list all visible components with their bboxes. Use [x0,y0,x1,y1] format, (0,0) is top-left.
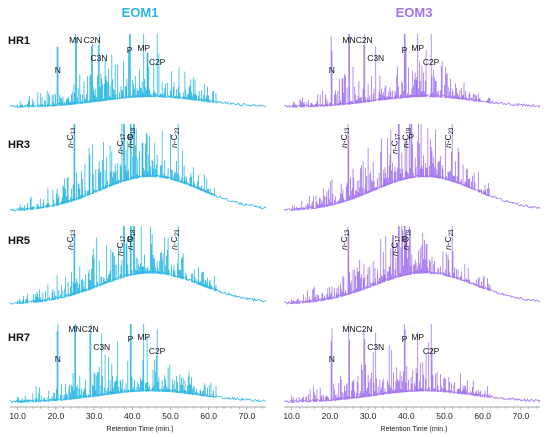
row-label-hr7: HR7 [8,332,30,344]
peak-label: C2N [356,324,373,334]
peak-label: n-C13 [65,229,77,250]
x-tick-label: 40.0 [124,411,141,421]
peak-label: P [402,334,408,344]
peak-label: N [329,65,335,75]
x-axis-title-right: Retention Time (min.) [381,426,448,433]
x-tick-label: 20.0 [322,411,339,421]
peak-label: n-C17 [390,235,402,256]
peak-label: n-C13 [339,229,351,250]
peak-label: C3N [93,342,110,352]
peak-label: n-C17 [390,133,402,154]
peak-label: C2P [423,57,440,67]
x-tick-label: 10.0 [283,411,300,421]
peak-label: n-C23 [169,127,181,148]
peak-label: C3N [367,53,384,63]
peak-label: n-C17 [115,133,127,154]
peak-label: n-C23 [169,229,181,250]
peak-label: n-C17 [115,235,127,256]
peak-label: C2N [356,35,373,45]
chromatogram-panel: N MN C2N C3N P MP C2P [9,324,267,404]
peak-label: C3N [367,342,384,352]
row-label-hr5: HR5 [8,235,30,247]
peak-label: MP [411,43,424,53]
peak-label: C2N [84,35,101,45]
peak-label: MP [137,332,150,342]
x-axes: 10.0 20.0 30.0 40.0 50.0 60.0 70.0 10.0 20.0 30.0… [9,406,540,421]
chromatogram-panel: MN C2N C3N N P MP C2P [9,34,267,109]
peak-label: MP [137,43,150,53]
peak-label: MN [69,35,82,45]
peak-label: P [408,132,414,142]
peak-label: P [402,45,408,55]
x-tick-label: 70.0 [239,411,256,421]
peak-label: n-C18 [400,127,412,148]
chromatogram-baseline [9,270,267,305]
peak-label: n-C18 [400,229,412,250]
x-tick-label: 30.0 [86,411,103,421]
column-title-eom3: EOM3 [396,5,433,20]
peak-label: C2P [149,346,166,356]
peak-label: n-C13 [65,127,77,148]
peak-label: C2P [423,346,440,356]
column-title-eom1: EOM1 [122,5,159,20]
peak-label: C2P [149,57,166,67]
peak-label: P [128,234,134,244]
x-tick-label: 50.0 [436,411,453,421]
peak-label: n-C18 [125,127,137,148]
peak-label: n-C23 [443,229,455,250]
peak-label: P [128,334,134,344]
chromatogram-panel: MN C2N C3N N P MP C2P [283,34,541,109]
peak-label: MP [411,332,424,342]
x-tick-label: 40.0 [398,411,415,421]
x-tick-label: 20.0 [48,411,65,421]
peak-label: N [55,65,61,75]
peak-label: n-C13 [339,127,351,148]
peak-label: N [55,354,61,364]
x-tick-label: 70.0 [513,411,530,421]
x-axis-title-left: Retention Time (min.) [107,426,174,433]
peak-label: MN [342,324,355,334]
peak-label: MN [68,324,81,334]
peak-label: P [402,234,408,244]
chromatogram-panel: N MN C2N C3N P MP C2P [283,324,541,404]
peak-label: N [329,354,335,364]
x-tick-label: 60.0 [200,411,217,421]
peak-label: C3N [90,53,107,63]
x-tick-label: 60.0 [474,411,491,421]
peak-label: n-C18 [125,229,137,250]
peak-label: C2N [82,324,99,334]
peak-label: n-C23 [443,127,455,148]
x-tick-label: 50.0 [162,411,179,421]
row-label-hr3: HR3 [8,139,30,151]
row-label-hr1: HR1 [8,35,30,47]
x-tick-label: 10.0 [9,411,26,421]
peak-label: MN [342,35,355,45]
peak-label: P [128,132,134,142]
x-tick-label: 30.0 [360,411,377,421]
peak-label: P [127,45,133,55]
